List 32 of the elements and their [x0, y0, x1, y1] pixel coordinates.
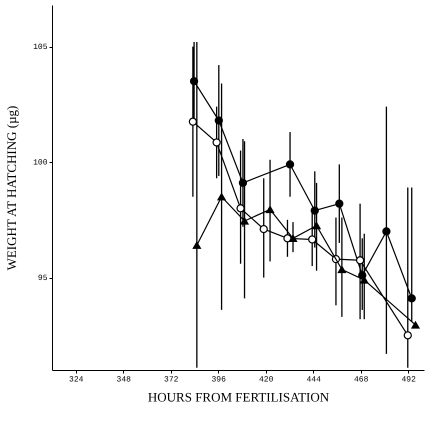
x-tick-label: 420 — [259, 376, 274, 384]
x-tick-label: 372 — [164, 376, 179, 384]
x-axis-title: HOURS FROM FERTILISATION — [148, 390, 330, 404]
point — [217, 193, 226, 200]
x-tick-label: 348 — [116, 376, 132, 384]
x-tick-label: 444 — [306, 376, 322, 384]
point — [408, 294, 416, 303]
point — [288, 234, 298, 242]
x-tick-label: 468 — [354, 376, 369, 384]
point — [404, 331, 412, 340]
point — [236, 204, 245, 212]
y-axis-title: WEIGHT AT HATCHING (µg) — [4, 106, 20, 270]
point — [335, 200, 344, 208]
point — [312, 222, 321, 230]
point — [266, 206, 274, 214]
x-tick-label: 396 — [212, 376, 226, 384]
point — [188, 118, 198, 126]
point — [212, 138, 221, 147]
point — [286, 160, 294, 169]
x-tick-label: 492 — [401, 376, 416, 384]
point — [338, 266, 346, 274]
y-tick-label: 100 — [33, 158, 48, 168]
point — [411, 321, 420, 329]
y-tick-label: 105 — [33, 43, 48, 52]
y-tick-label: 95 — [38, 274, 48, 284]
point — [308, 235, 316, 244]
point — [382, 227, 391, 236]
x-tick-label: 324 — [69, 376, 84, 384]
point — [192, 242, 201, 249]
point — [240, 217, 249, 225]
point — [260, 224, 268, 234]
point — [356, 256, 364, 264]
